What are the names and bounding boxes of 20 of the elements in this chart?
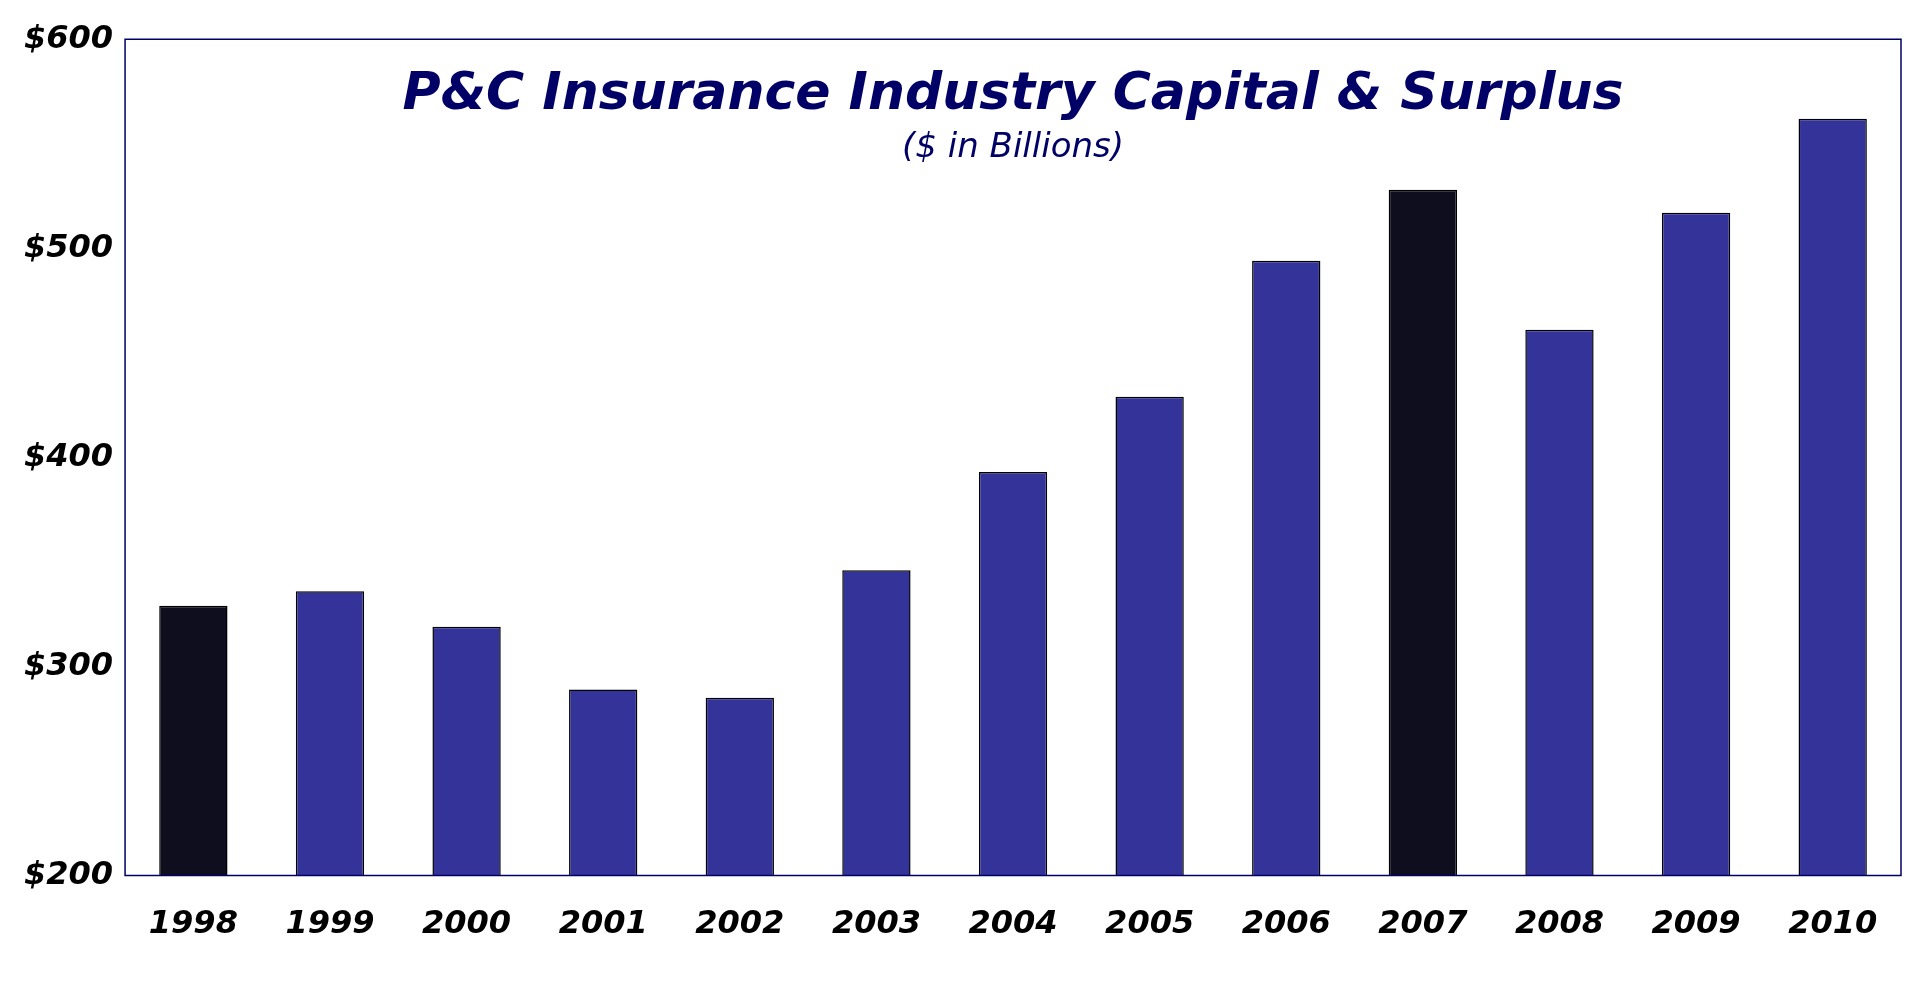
- x-tick-label: 2009: [1651, 903, 1741, 942]
- x-tick-label: 1998: [148, 903, 238, 942]
- x-tick-label: 2001: [558, 903, 648, 942]
- x-tick-label: 2002: [695, 903, 785, 942]
- x-tick-label: 2000: [422, 903, 512, 942]
- y-tick-label: $300: [24, 644, 114, 683]
- x-tick-label: 1999: [285, 903, 375, 942]
- y-tick-label: $400: [24, 435, 114, 474]
- x-tick-label: 2005: [1105, 903, 1195, 942]
- x-tick-label: 2006: [1241, 903, 1331, 942]
- x-tick-label: 2007: [1378, 903, 1469, 942]
- x-tick-label: 2008: [1514, 903, 1604, 942]
- y-tick-label: $200: [24, 853, 114, 892]
- x-tick-label: 2010: [1788, 903, 1878, 942]
- y-tick-label: $500: [24, 226, 114, 265]
- chart-title: P&C Insurance Industry Capital & Surplus: [402, 61, 1624, 122]
- y-tick-label: $600: [24, 17, 114, 56]
- text: ($ in Billions): [902, 125, 1125, 166]
- x-tick-label: 2003: [831, 903, 921, 942]
- x-tick-label: 2004: [968, 903, 1058, 942]
